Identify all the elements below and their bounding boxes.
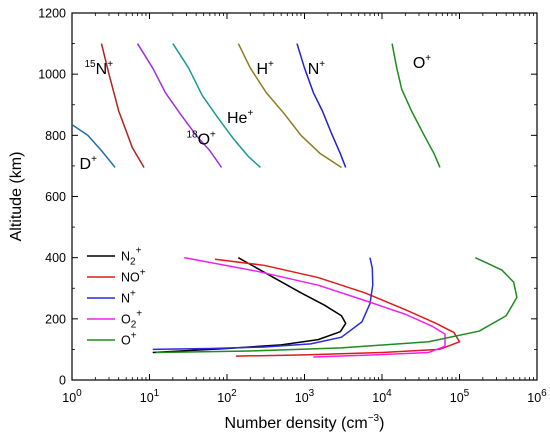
y-tick-label: 600 xyxy=(45,190,66,204)
x-tick-label: 102 xyxy=(217,388,237,405)
series-curve-Nplus xyxy=(152,257,374,351)
x-tick-label: 103 xyxy=(295,388,315,405)
series-curve-N2plus xyxy=(152,257,347,354)
legend-label: O2+ xyxy=(121,309,142,331)
y-tick-label: 400 xyxy=(45,251,66,265)
upper-ion-curve-18Oplus xyxy=(136,43,223,168)
x-tick-label: 105 xyxy=(450,388,470,405)
series-curve-Oplus xyxy=(155,256,518,354)
ion-annotation: 15N+ xyxy=(85,59,114,78)
upper-ion-curve-15Nplus xyxy=(100,43,145,168)
y-tick-label: 1200 xyxy=(38,7,66,21)
ion-annotation: 18O+ xyxy=(186,130,216,149)
x-axis-label: Number density (cm−3) xyxy=(225,413,385,432)
x-tick-label: 100 xyxy=(62,388,82,405)
legend-label: NO+ xyxy=(121,268,146,285)
y-tick-label: 200 xyxy=(45,312,66,326)
y-axis-label: Altitude (km) xyxy=(8,152,25,242)
series-curve-O2plus xyxy=(184,256,446,358)
series-curve-NOplus xyxy=(214,258,461,357)
y-tick-label: 800 xyxy=(45,129,66,143)
y-tick-label: 1000 xyxy=(38,68,66,82)
upper-ion-curve-Heplus xyxy=(172,43,261,169)
upper-ion-curve-Oplus xyxy=(391,43,441,168)
y-tick-label: 0 xyxy=(59,374,66,388)
legend-label: N2+ xyxy=(121,246,142,268)
x-tick-label: 101 xyxy=(140,388,160,405)
ion-annotation: H+ xyxy=(256,59,274,78)
upper-ion-curve-Nplus xyxy=(296,43,347,168)
ion-annotation: N+ xyxy=(308,59,326,78)
legend-label: O+ xyxy=(121,331,137,348)
upper-ion-curve-Dplus xyxy=(72,124,116,168)
legend-label: N+ xyxy=(121,289,136,306)
upper-ion-curve-Hplus xyxy=(237,43,342,169)
x-tick-label: 106 xyxy=(527,388,547,405)
ion-annotation: D+ xyxy=(80,154,98,173)
x-tick-label: 104 xyxy=(372,388,392,405)
ion-annotation: He+ xyxy=(227,108,253,127)
ion-annotation: O+ xyxy=(413,53,431,72)
